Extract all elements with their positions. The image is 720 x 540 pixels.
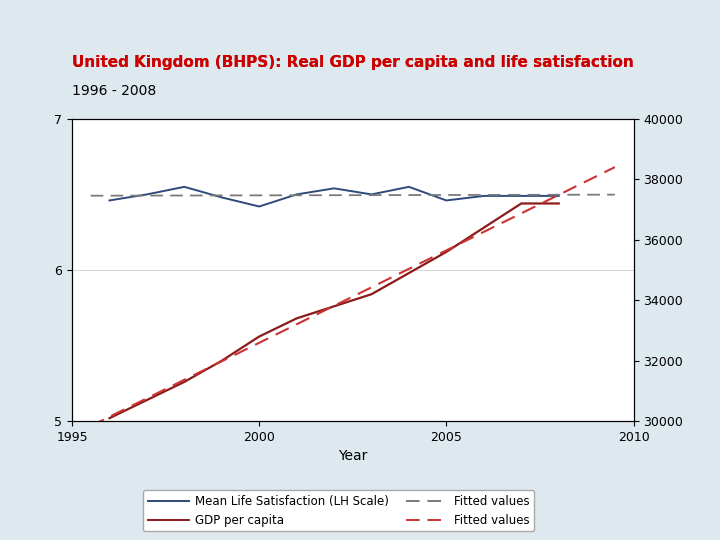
Text: 1996 - 2008: 1996 - 2008 [72,84,156,98]
Legend: Mean Life Satisfaction (LH Scale), GDP per capita, Fitted values, Fitted values: Mean Life Satisfaction (LH Scale), GDP p… [143,490,534,531]
Text: United Kingdom (BHPS): Real GDP per capita and life satisfaction: United Kingdom (BHPS): Real GDP per capi… [72,56,634,70]
X-axis label: Year: Year [338,449,367,463]
Text: United Kingdom (BHPS): Real GDP per capita and life satisfaction: United Kingdom (BHPS): Real GDP per capi… [72,56,634,70]
